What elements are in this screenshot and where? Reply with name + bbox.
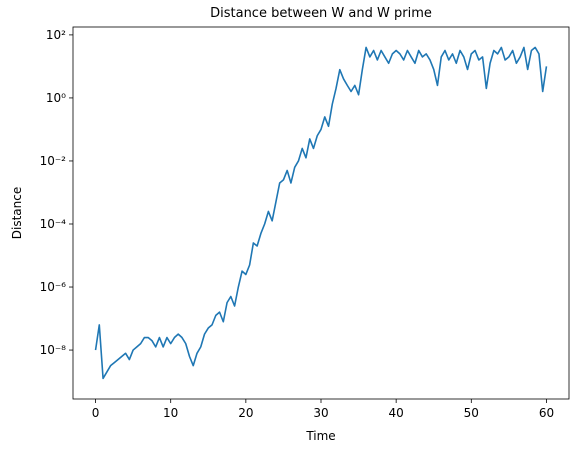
x-tick-label: 60 [539, 406, 554, 420]
y-tick-label: 10⁻⁴ [40, 217, 67, 231]
y-tick-label: 10⁻⁶ [40, 280, 67, 294]
x-tick-label: 50 [464, 406, 479, 420]
y-tick-label: 10² [46, 28, 66, 42]
y-axis-label: Distance [10, 187, 24, 239]
plot-frame [72, 26, 570, 400]
x-tick-label: 20 [238, 406, 253, 420]
y-tick-label: 10⁻⁸ [40, 343, 67, 357]
data-line [94, 46, 548, 380]
x-tick-label: 40 [389, 406, 404, 420]
x-axis-label: Time [305, 429, 335, 443]
y-tick-label: 10⁰ [46, 91, 66, 105]
chart-title: Distance between W and W prime [210, 6, 432, 21]
y-tick-label: 10⁻² [40, 154, 67, 168]
x-tick-label: 30 [313, 406, 328, 420]
x-tick-label: 0 [92, 406, 100, 420]
x-tick-label: 10 [163, 406, 178, 420]
